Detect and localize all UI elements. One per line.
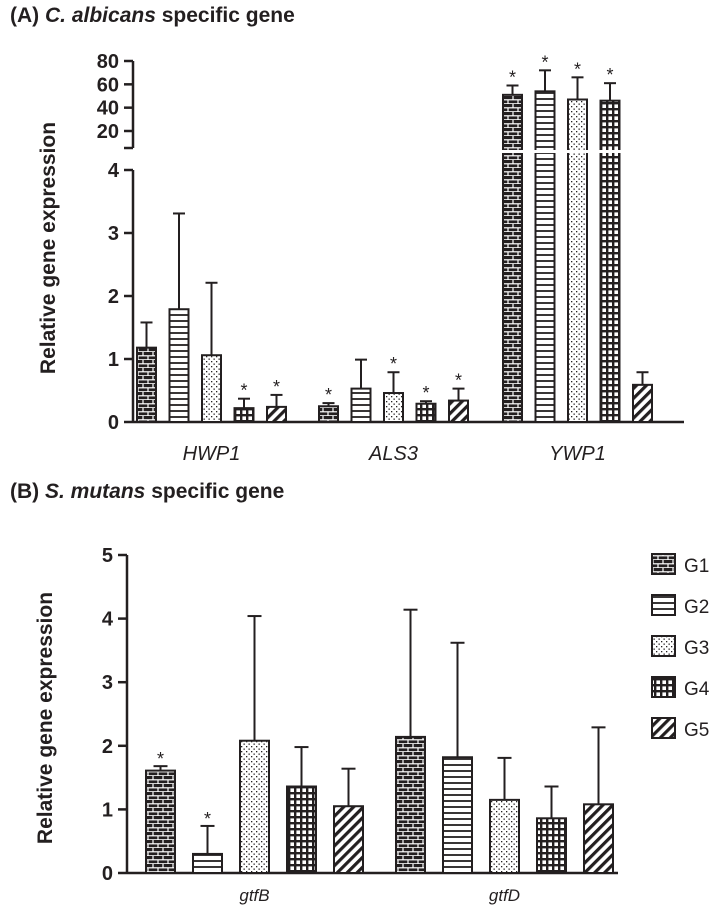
x-category-label: HWP1 <box>183 443 241 465</box>
bar <box>395 735 426 874</box>
legend-label: G3 <box>684 638 709 659</box>
x-category-label: ALS3 <box>368 443 418 465</box>
x-category-label: gtfD <box>489 886 520 905</box>
bar <box>536 817 567 875</box>
bar <box>286 785 317 875</box>
legend-label: G5 <box>684 720 709 741</box>
bar <box>583 803 614 875</box>
significance-marker: * <box>204 809 211 829</box>
y-tick-label: 0 <box>102 863 113 885</box>
legend-swatch <box>651 717 676 739</box>
panel-b-species: S. mutans <box>45 480 146 503</box>
y-tick-label: 3 <box>108 223 119 245</box>
panel-b-suffix: specific gene <box>151 480 285 503</box>
x-category-label: YWP1 <box>549 443 606 465</box>
legend: G1 G2 G3 G4 G5 <box>651 553 710 741</box>
significance-marker: * <box>273 377 280 397</box>
significance-marker: * <box>541 52 548 72</box>
bar <box>333 805 364 874</box>
panel-b-prefix: (B) <box>10 480 40 503</box>
bar <box>266 405 287 424</box>
y-tick-label: 20 <box>97 121 119 143</box>
y-tick-label: 0 <box>108 412 119 434</box>
significance-marker: * <box>422 383 429 403</box>
bar <box>136 346 157 423</box>
y-tick-label: 4 <box>102 609 114 631</box>
bar <box>350 387 372 423</box>
bar <box>201 354 222 423</box>
significance-marker: * <box>390 354 397 374</box>
bar <box>489 798 520 874</box>
bar <box>415 402 437 424</box>
significance-marker: * <box>240 381 247 401</box>
y-tick-label: 2 <box>108 286 119 308</box>
bar <box>239 739 270 874</box>
panel-b-chart: 0 1 2 3 4 5 Relative gene expression * * gtfB gtfD <box>34 545 618 905</box>
bar <box>168 308 190 424</box>
x-category-label: gtfB <box>239 886 269 905</box>
legend-label: G1 <box>684 556 709 577</box>
legend-label: G2 <box>684 597 709 618</box>
significance-marker: * <box>606 65 613 85</box>
bar <box>442 756 473 874</box>
y-tick-label: 40 <box>97 98 119 120</box>
bar <box>534 90 556 423</box>
y-tick-label: 1 <box>102 799 113 821</box>
significance-marker: * <box>509 68 516 88</box>
panel-b-title: (B) S. mutans specific gene <box>10 480 284 504</box>
legend-swatch <box>651 635 676 657</box>
bar <box>145 769 176 874</box>
y-tick-label: 60 <box>97 74 119 96</box>
legend-swatch <box>651 594 676 616</box>
bar <box>448 399 469 423</box>
significance-marker: * <box>325 385 332 405</box>
bar <box>567 98 588 423</box>
y-tick-label: 80 <box>97 51 119 73</box>
bar <box>502 93 523 423</box>
y-tick-label: 4 <box>108 160 120 182</box>
panel-a-suffix: specific gene <box>161 4 295 27</box>
y-tick-label: 2 <box>102 736 113 758</box>
legend-label: G4 <box>684 679 710 700</box>
panel-a-prefix: (A) <box>10 4 40 27</box>
bar <box>318 405 339 423</box>
bar <box>599 99 621 424</box>
axis-break-gap <box>500 150 622 153</box>
legend-swatch <box>651 676 676 698</box>
y-tick-label: 1 <box>108 349 119 371</box>
y-tick-label: 3 <box>102 672 113 694</box>
y-axis-label: Relative gene expression <box>37 122 60 374</box>
bar <box>233 407 255 424</box>
bar <box>192 852 223 874</box>
y-tick-label: 5 <box>102 545 113 567</box>
bar <box>383 392 404 423</box>
bar <box>632 383 653 423</box>
significance-marker: * <box>574 59 581 79</box>
significance-marker: * <box>157 749 164 769</box>
panel-a-title: (A) C. albicans specific gene <box>10 4 295 28</box>
legend-swatch <box>651 553 676 575</box>
panel-a-species: C. albicans <box>45 4 156 27</box>
significance-marker: * <box>455 371 462 391</box>
y-axis-label: Relative gene expression <box>34 592 57 844</box>
